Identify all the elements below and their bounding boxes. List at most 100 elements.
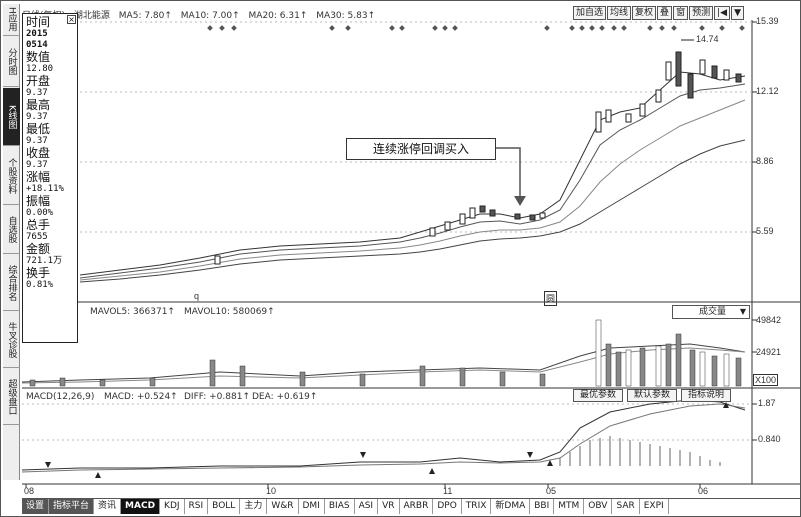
- left-tab-intraday[interactable]: 分时图: [3, 37, 20, 87]
- chevron-down-icon[interactable]: ▼: [731, 6, 744, 20]
- indicator-tabs: 设置 指标平台 资讯 MACD KDJ RSI BOLL 主力 W&R DMI …: [22, 498, 800, 514]
- chart-toolbar: 加自选 均线 复权 叠 窗 预测 |◀ ▼: [573, 6, 745, 20]
- open-label: 开盘: [26, 74, 51, 88]
- rewind-icon[interactable]: |◀: [714, 6, 731, 20]
- tab-kdj[interactable]: KDJ: [160, 499, 185, 514]
- peak-price-label: 14.74: [696, 34, 719, 44]
- indicator-select-value: 成交量: [699, 307, 727, 317]
- tab-bias[interactable]: BIAS: [325, 499, 355, 514]
- open-value: 9.37: [26, 88, 48, 98]
- tab-macd[interactable]: MACD: [121, 499, 161, 514]
- tab-trix[interactable]: TRIX: [462, 499, 492, 514]
- ma30-line: [79, 139, 746, 283]
- tab-boll[interactable]: BOLL: [208, 499, 241, 514]
- tab-dmi[interactable]: DMI: [299, 499, 325, 514]
- left-tab-watchlist[interactable]: 自选股: [3, 206, 20, 254]
- amount-value: 721.1万: [26, 256, 63, 266]
- close-icon[interactable]: ×: [67, 15, 76, 24]
- tab-sar[interactable]: SAR: [612, 499, 640, 514]
- x-label-05: 05: [546, 486, 557, 496]
- forecast-button[interactable]: 预测: [689, 6, 714, 20]
- tab-main-force[interactable]: 主力: [240, 499, 268, 514]
- diff-line: [21, 399, 746, 471]
- tab-settings[interactable]: 设置: [22, 499, 50, 514]
- left-tab-ranking[interactable]: 综合排名: [3, 255, 20, 311]
- volume-value: 7655: [26, 232, 48, 242]
- price-axis-4: 5.59: [756, 226, 774, 236]
- tab-obv[interactable]: OBV: [584, 499, 613, 514]
- tab-new-dma[interactable]: 新DMA: [491, 499, 531, 514]
- close-label: 收盘: [26, 146, 51, 160]
- price-axis-2: 12.12: [756, 86, 779, 96]
- volume-unit: X100: [753, 374, 779, 386]
- left-toolbar: H应用 分时图 K线图 个股资料 自选股 综合排名 牛叉诊股 超级盘口: [3, 4, 20, 480]
- indicator-help-button[interactable]: 指标说明: [681, 389, 732, 402]
- x-marker-box: 圆: [544, 291, 558, 306]
- indicator-select[interactable]: 成交量 ▼: [672, 305, 750, 319]
- tab-bbi[interactable]: BBI: [530, 499, 555, 514]
- macd-title: MACD(12,26,9): [26, 392, 95, 402]
- turnover-value: 0.81%: [26, 280, 54, 290]
- x-label-10: 10: [266, 486, 277, 496]
- price-axis-3: 8.86: [756, 156, 774, 166]
- high-label: 最高: [26, 98, 51, 112]
- close-value: 9.37: [26, 160, 48, 170]
- quote-info-panel: × 时间 2015 0514 数值 12.80 开盘 9.37 最高 9.37 …: [22, 13, 78, 343]
- ma-button[interactable]: 均线: [607, 6, 632, 20]
- ma20-line: [79, 99, 746, 281]
- price-grid: [22, 21, 752, 441]
- signal-markers: [207, 25, 745, 31]
- time-label: 时间: [26, 15, 51, 29]
- left-tab-apps[interactable]: H应用: [3, 4, 20, 36]
- diff-value: DIFF: +0.881↑: [184, 392, 250, 402]
- macd-value: MACD: +0.524↑: [104, 392, 178, 402]
- macd-param-buttons: 最优参数 默认参数 指标说明: [573, 389, 735, 402]
- left-tab-orderbook[interactable]: 超级盘口: [3, 369, 20, 425]
- tab-wr[interactable]: W&R: [267, 499, 299, 514]
- tab-expi[interactable]: EXPI: [640, 499, 669, 514]
- left-tab-kline[interactable]: K线图: [3, 88, 20, 146]
- amount-label: 金额: [26, 242, 51, 256]
- x-label-11: 11: [443, 486, 453, 496]
- x-label-08: 08: [24, 486, 35, 496]
- tab-rsi[interactable]: RSI: [185, 499, 209, 514]
- volume-bars: [29, 319, 742, 387]
- add-watchlist-button[interactable]: 加自选: [573, 6, 607, 20]
- turnover-label: 换手: [26, 266, 51, 280]
- x-ticks: [25, 484, 701, 488]
- candlesticks: [214, 51, 742, 265]
- x-label-06: 06: [698, 486, 709, 496]
- chevron-down-icon: ▼: [739, 307, 746, 316]
- high-value: 9.37: [26, 112, 48, 122]
- tab-news[interactable]: 资讯: [94, 499, 122, 514]
- tab-asi[interactable]: ASI: [355, 499, 379, 514]
- macd-axis-mid: 0.840: [758, 434, 781, 444]
- annotation-arrow-line: [496, 147, 521, 200]
- ma20-value: MA20: 6.31↑: [248, 11, 308, 21]
- amplitude-label: 振幅: [26, 194, 51, 208]
- overlay-button[interactable]: 叠: [657, 6, 673, 20]
- ma5-value: MA5: 7.80↑: [118, 11, 172, 21]
- dea-value: DEA: +0.619↑: [252, 392, 318, 402]
- low-value: 9.37: [26, 136, 48, 146]
- date-year: 2015: [26, 29, 48, 39]
- value-label: 数值: [26, 50, 51, 64]
- dea-line: [21, 403, 746, 473]
- tab-dpo[interactable]: DPO: [433, 499, 462, 514]
- macd-histogram: [559, 436, 721, 466]
- left-tab-diagnosis[interactable]: 牛叉诊股: [3, 312, 20, 368]
- adjust-button[interactable]: 复权: [632, 6, 657, 20]
- price-ticks: [752, 21, 757, 441]
- change-value: +18.11%: [26, 184, 64, 194]
- volume-label: 总手: [26, 218, 51, 232]
- tab-mtm[interactable]: MTM: [554, 499, 585, 514]
- optimal-params-button[interactable]: 最优参数: [573, 389, 624, 402]
- tab-arbr[interactable]: ARBR: [400, 499, 434, 514]
- tab-indicator-platform[interactable]: 指标平台: [49, 499, 95, 514]
- left-tab-profile[interactable]: 个股资料: [3, 147, 20, 205]
- buy-annotation: 连续涨停回调买入: [346, 138, 496, 160]
- window-button[interactable]: 窗: [673, 6, 689, 20]
- tab-vr[interactable]: VR: [378, 499, 400, 514]
- default-params-button[interactable]: 默认参数: [627, 389, 678, 402]
